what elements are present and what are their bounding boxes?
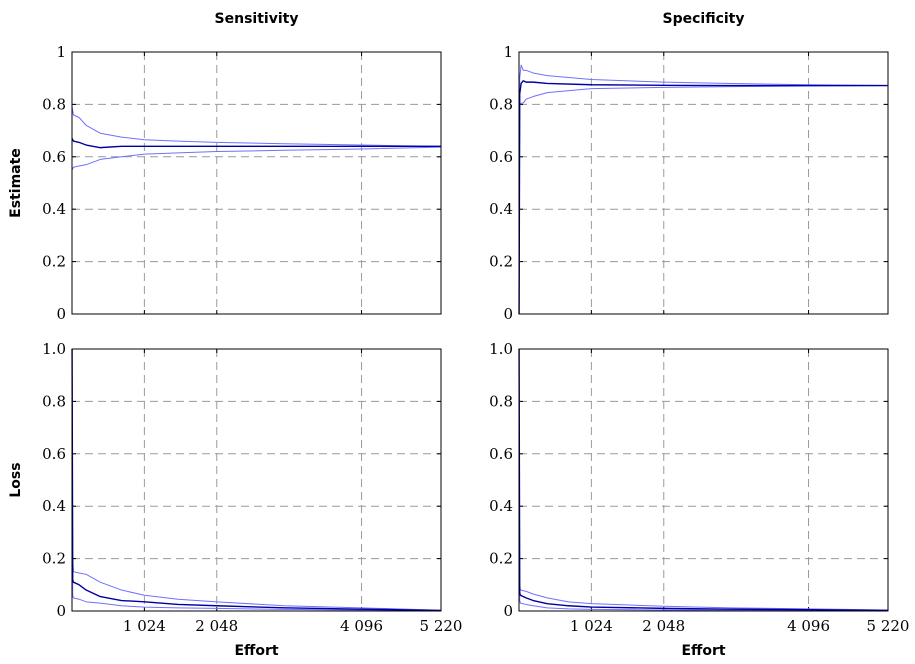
series-line-estimate <box>71 138 441 149</box>
y-tick-label: 0.6 <box>42 445 66 463</box>
y-tick-label: 0.6 <box>42 148 66 166</box>
y-tick-label: 0.4 <box>42 200 66 218</box>
series-line-lower <box>518 479 889 612</box>
y-tick-label: 0 <box>56 602 66 620</box>
y-tick-label: 1.0 <box>42 340 66 358</box>
series-line-upper <box>71 348 442 611</box>
panel-specificity-estimate: 0 0.2 0.4 0.6 0.8 1 Specificity <box>489 11 889 323</box>
y-tick-label: 0 <box>503 305 513 323</box>
series-line-estimate <box>518 348 889 612</box>
panel-title: Sensitivity <box>215 11 299 27</box>
y-tick-label: 0 <box>503 602 513 620</box>
plot-frame <box>71 51 442 315</box>
plot-frame <box>518 348 889 612</box>
y-tick-label: 0.8 <box>489 95 513 113</box>
series-line-upper <box>71 106 442 147</box>
panel-specificity-loss: 0 0.2 0.4 0.6 0.8 1.0 1 024 2 048 4 096 5 220 Effo… <box>489 340 909 659</box>
series-line-lower <box>518 85 889 315</box>
y-tick-label: 0.8 <box>42 95 66 113</box>
plot-frame <box>71 348 442 612</box>
y-tick-label: 0.2 <box>42 253 66 271</box>
panel-title: Specificity <box>663 11 745 27</box>
series-line-estimate <box>71 348 442 612</box>
series-line-lower <box>71 146 442 171</box>
x-tick-label: 5 220 <box>420 617 463 635</box>
panel-grid: 0 0.2 0.4 0.6 0.8 1 Sensitivity Estimate 0 0.2 0.4… <box>8 11 909 659</box>
series-line-upper <box>518 64 889 315</box>
y-tick-label: 1 <box>56 43 66 61</box>
plot-frame <box>518 51 889 315</box>
y-tick-label: 0.4 <box>42 497 66 515</box>
x-tick-label: 2 048 <box>195 617 238 635</box>
x-tick-label: 1 024 <box>123 617 166 635</box>
series-line-upper <box>518 348 889 611</box>
y-tick-label: 0.2 <box>489 550 513 568</box>
y-tick-label: 0.6 <box>489 445 513 463</box>
x-tick-label: 1 024 <box>570 617 613 635</box>
y-tick-label: 1 <box>503 43 513 61</box>
x-tick-label: 4 096 <box>340 617 383 635</box>
panel-sensitivity-loss: 0 0.2 0.4 0.6 0.8 1.0 1 024 2 048 4 096 5 220 Effo… <box>8 340 462 659</box>
y-tick-label: 0.2 <box>42 550 66 568</box>
y-tick-label: 0.4 <box>489 497 513 515</box>
x-tick-label: 5 220 <box>867 617 910 635</box>
y-tick-label: 1.0 <box>489 340 513 358</box>
y-tick-label: 0.4 <box>489 200 513 218</box>
x-axis-title: Effort <box>681 643 725 659</box>
x-tick-label: 4 096 <box>787 617 830 635</box>
panel-sensitivity-estimate: 0 0.2 0.4 0.6 0.8 1 Sensitivity Estimate <box>8 11 442 323</box>
x-tick-label: 2 048 <box>642 617 685 635</box>
y-axis-title: Loss <box>8 462 24 497</box>
y-tick-label: 0.8 <box>489 392 513 410</box>
y-tick-label: 0.2 <box>489 253 513 271</box>
y-tick-label: 0.8 <box>42 392 66 410</box>
series-line-estimate <box>518 80 888 315</box>
y-axis-title: Estimate <box>8 148 24 218</box>
y-tick-label: 0.6 <box>489 148 513 166</box>
y-tick-label: 0 <box>56 305 66 323</box>
series-line-lower <box>71 453 442 612</box>
x-axis-title: Effort <box>234 643 278 659</box>
